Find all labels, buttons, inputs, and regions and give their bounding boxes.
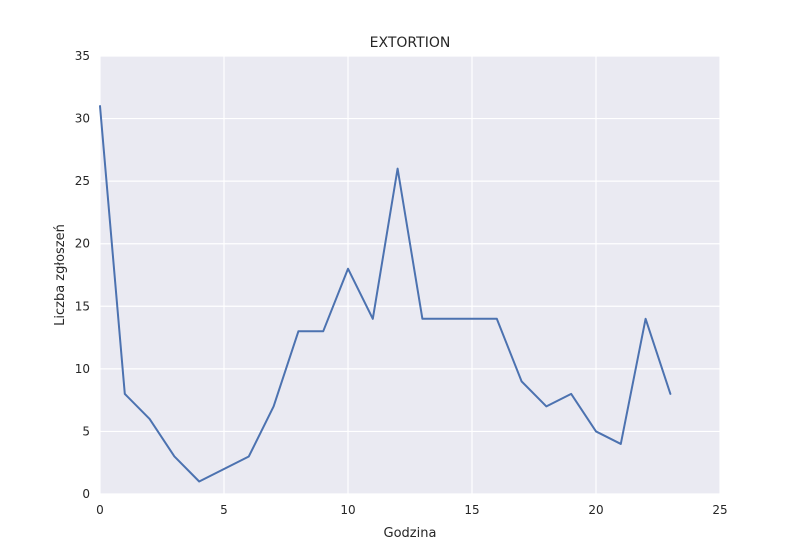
grid-lines bbox=[99, 55, 721, 495]
series-line-0 bbox=[99, 105, 672, 483]
series-group bbox=[99, 105, 672, 483]
x-tick-label: 25 bbox=[712, 503, 727, 517]
y-tick-label: 0 bbox=[82, 487, 90, 501]
y-tick-label: 10 bbox=[75, 362, 90, 376]
y-axis-label: Liczba zgłoszeń bbox=[53, 224, 68, 326]
y-tick-label: 20 bbox=[75, 237, 90, 251]
y-tick-label: 30 bbox=[75, 112, 90, 126]
chart-title: EXTORTION bbox=[370, 35, 451, 51]
y-axis-ticks: 0 5 10 15 20 25 30 35 bbox=[75, 49, 90, 501]
x-tick-label: 0 bbox=[96, 503, 104, 517]
x-tick-label: 5 bbox=[220, 503, 228, 517]
x-tick-label: 15 bbox=[464, 503, 479, 517]
x-tick-label: 10 bbox=[340, 503, 355, 517]
x-tick-label: 20 bbox=[588, 503, 603, 517]
y-tick-label: 5 bbox=[82, 424, 90, 438]
y-tick-label: 25 bbox=[75, 174, 90, 188]
y-tick-label: 15 bbox=[75, 299, 90, 313]
y-tick-label: 35 bbox=[75, 49, 90, 63]
x-axis-label: Godzina bbox=[384, 526, 437, 541]
plot-area bbox=[100, 56, 720, 494]
x-axis-ticks: 0 5 10 15 20 25 bbox=[96, 503, 727, 517]
